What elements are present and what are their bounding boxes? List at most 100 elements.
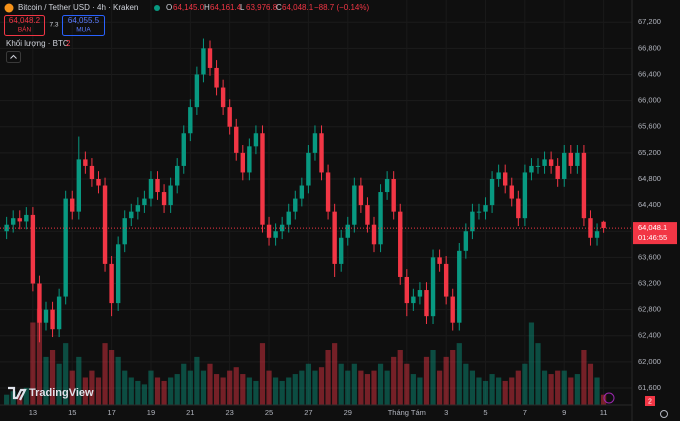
y-tick-label: 62,000	[638, 357, 661, 366]
candle-body	[234, 126, 239, 153]
volume-bar	[371, 370, 377, 405]
volume-bar	[305, 363, 311, 405]
candle-body	[365, 205, 370, 225]
x-tick-label: 25	[265, 408, 273, 417]
volume-bar	[174, 374, 180, 405]
volume-bar	[351, 363, 357, 405]
x-tick-label: 5	[483, 408, 487, 417]
candle-body	[30, 214, 36, 284]
logo-icon	[8, 386, 27, 401]
candle-body	[122, 218, 127, 245]
settings-icon[interactable]	[660, 410, 668, 418]
volume-bar	[574, 374, 580, 405]
candle-body	[63, 198, 68, 297]
candle-body	[188, 107, 193, 134]
volume-bar	[115, 356, 121, 405]
candle-body	[135, 205, 141, 212]
volume-bar	[450, 350, 456, 405]
volume-bar	[541, 370, 548, 405]
logo: TradingView	[29, 387, 94, 399]
candle-body	[201, 48, 206, 75]
badge: 2	[648, 398, 652, 405]
volume-bar	[69, 370, 75, 405]
volume-bar	[299, 370, 305, 405]
volume-bar	[397, 350, 403, 405]
volume-bar	[102, 343, 108, 405]
candle-body	[535, 165, 541, 167]
volume-bar	[95, 377, 102, 405]
candle-body	[358, 185, 364, 206]
badge-bg	[645, 396, 655, 406]
volume-bar	[246, 377, 252, 405]
volume-bar	[233, 367, 239, 405]
volume-bar	[82, 377, 88, 405]
volume-bar	[273, 377, 279, 405]
volume-bar	[515, 370, 521, 405]
candle-body	[83, 159, 88, 166]
candle-body	[207, 48, 213, 68]
volume-bar	[318, 367, 325, 405]
candle-body	[509, 185, 514, 199]
volume-bar	[489, 374, 495, 405]
candle-body	[181, 133, 186, 166]
volume-bar	[437, 370, 443, 405]
candle-body	[56, 296, 62, 330]
volume-bar	[148, 370, 154, 405]
volume-bar	[135, 380, 141, 405]
candle-body	[503, 172, 508, 186]
volume-bar	[384, 370, 390, 405]
buy-button[interactable]	[62, 15, 105, 36]
event-icon[interactable]	[603, 392, 615, 404]
x-tick-label: 19	[147, 408, 155, 417]
candle-body	[562, 152, 567, 179]
spread: 7.3	[49, 22, 58, 29]
candle-body	[161, 192, 167, 206]
volume-bar	[417, 377, 423, 405]
volume-bar	[76, 356, 82, 405]
y-tick-label: 63,200	[638, 278, 661, 287]
candle-body	[109, 263, 114, 304]
candle-body	[260, 133, 265, 225]
candle-body	[522, 172, 528, 219]
ohlc-value: 64,048.1	[282, 3, 314, 12]
volume-bar	[220, 377, 226, 405]
candle-body	[11, 218, 16, 225]
candle-body	[325, 172, 331, 212]
volume-bar	[482, 380, 489, 405]
x-tick-label: 3	[444, 408, 448, 417]
volume-bar	[443, 356, 449, 405]
volume-bar	[325, 350, 331, 405]
collapse-button[interactable]	[6, 51, 21, 63]
candle-body	[50, 309, 55, 330]
volume-bar	[30, 322, 36, 405]
candle-body	[240, 152, 245, 173]
volume-bar	[292, 374, 298, 405]
candle-body	[470, 211, 475, 232]
candle-body	[581, 152, 587, 219]
x-tick-label: 23	[226, 408, 234, 417]
coin-icon	[4, 3, 14, 13]
candle-body	[463, 231, 469, 251]
volume-bar	[581, 350, 587, 405]
ohlc-change: −88.7 (−0.14%)	[314, 3, 369, 12]
ohlc-value: 63,976.8	[246, 3, 278, 12]
y-tick-label: 63,600	[638, 252, 661, 261]
volume-count: 2	[66, 39, 71, 48]
volume-bar	[568, 377, 574, 405]
y-tick-label: 61,600	[638, 383, 661, 392]
volume-bar	[496, 377, 502, 405]
sell-button[interactable]	[4, 15, 45, 36]
volume-bar	[587, 363, 594, 405]
volume-bar	[469, 370, 475, 405]
volume-label: Khối lượng · BTC	[6, 39, 69, 48]
price-tag: 64,048.1	[638, 223, 667, 232]
volume-bar	[358, 370, 364, 405]
candle-body	[299, 185, 305, 199]
price-tag-bg	[633, 222, 677, 245]
x-tick-label: 13	[29, 408, 37, 417]
volume-bar	[430, 350, 436, 405]
volume-bar	[56, 363, 62, 405]
volume-bar	[601, 394, 607, 405]
volume-bar	[312, 370, 318, 405]
